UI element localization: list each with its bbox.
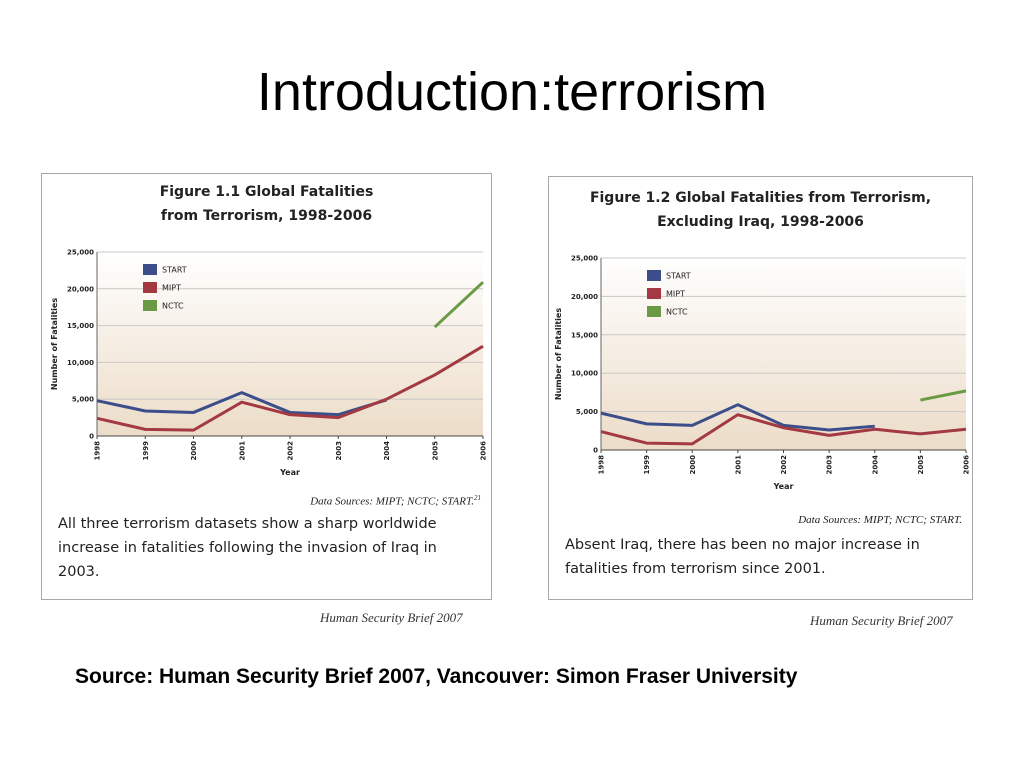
y-tick-label: 25,000 — [571, 255, 598, 263]
x-tick-label: 1998 — [598, 455, 606, 475]
x-tick-label: 2001 — [238, 441, 246, 461]
figure-2-title: Figure 1.2 Global Fatalities from Terror… — [549, 186, 972, 234]
source-citation: Source: Human Security Brief 2007, Vanco… — [75, 665, 798, 688]
legend-swatch-nctc — [647, 306, 661, 317]
figure-1-data-sources-text: Data Sources: MIPT; NCTC; START. — [310, 495, 474, 508]
figure-1-footnote: 21 — [474, 494, 481, 502]
figure-2-title-line2: Excluding Iraq, 1998-2006 — [657, 214, 864, 230]
y-tick-label: 15,000 — [571, 331, 598, 339]
x-tick-label: 2006 — [963, 455, 971, 475]
y-tick-label: 0 — [593, 447, 598, 455]
legend-swatch-start — [143, 264, 157, 275]
x-tick-label: 2000 — [190, 441, 198, 461]
figure-1-title-line1: Figure 1.1 Global Fatalities — [159, 184, 374, 200]
legend-label-nctc: NCTC — [162, 302, 184, 311]
x-tick-label: 2004 — [871, 455, 879, 475]
y-tick-label: 10,000 — [571, 370, 598, 378]
x-tick-label: 2006 — [480, 441, 488, 461]
y-tick-label: 15,000 — [67, 322, 94, 330]
legend-swatch-mipt — [647, 288, 661, 299]
figure-2-panel: Figure 1.2 Global Fatalities from Terror… — [548, 176, 973, 600]
legend-label-start: START — [666, 272, 691, 281]
x-tick-label: 2005 — [431, 441, 439, 461]
x-tick-label: 2001 — [734, 455, 742, 475]
figure-2-title-line1: Figure 1.2 Global Fatalities from Terror… — [589, 190, 932, 206]
y-tick-label: 5,000 — [72, 396, 94, 404]
figure-1-data-sources: Data Sources: MIPT; NCTC; START.21 — [310, 494, 481, 508]
legend-swatch-mipt — [143, 282, 157, 293]
y-tick-label: 0 — [89, 433, 94, 441]
plot-area — [601, 258, 966, 450]
legend-label-nctc: NCTC — [666, 308, 688, 317]
x-tick-label: 1999 — [643, 455, 651, 475]
figure-1-credit: Human Security Brief 2007 — [320, 610, 463, 625]
x-tick-label: 2000 — [689, 455, 697, 475]
figure-2-chart: 0 5,000 10,000 15,000 20,000 25,000 1998 1999 20… — [554, 255, 971, 492]
x-tick-label: 2003 — [826, 455, 834, 475]
x-axis-label: Year — [279, 468, 300, 477]
figure-2-caption: Absent Iraq, there has been no major inc… — [565, 537, 920, 577]
x-tick-label: 2004 — [383, 441, 391, 461]
figure-2-data-sources: Data Sources: MIPT; NCTC; START. — [798, 514, 962, 526]
figure-1-chart: 0 5,000 10,000 15,000 20,000 25,000 1998 1999 20… — [50, 249, 488, 478]
y-tick-label: 20,000 — [67, 285, 94, 293]
slide-title: Introduction:terrorism — [256, 62, 768, 122]
y-axis-label: Number of Fatalities — [50, 298, 59, 390]
x-tick-label: 2005 — [917, 455, 925, 475]
legend-swatch-nctc — [143, 300, 157, 311]
y-axis-label: Number of Fatalities — [554, 308, 563, 400]
y-tick-label: 5,000 — [576, 408, 598, 416]
legend-label-mipt: MIPT — [666, 290, 685, 299]
x-tick-label: 2003 — [335, 441, 343, 461]
legend-swatch-start — [647, 270, 661, 281]
series-line-nctc — [920, 389, 967, 402]
x-tick-label: 2002 — [780, 455, 788, 475]
x-tick-label: 1999 — [142, 441, 150, 461]
figure-1-panel: Figure 1.1 Global Fatalities from Terror… — [41, 173, 492, 600]
y-tick-label: 10,000 — [67, 359, 94, 367]
plot-area — [97, 252, 483, 436]
figure-2-credit: Human Security Brief 2007 — [810, 613, 953, 628]
x-axis-label: Year — [773, 482, 794, 491]
figure-1-title-line2: from Terrorism, 1998-2006 — [160, 208, 373, 224]
figure-1-title: Figure 1.1 Global Fatalities from Terror… — [42, 180, 491, 228]
figure-1-caption: All three terrorism datasets show a shar… — [58, 516, 437, 580]
y-tick-label: 20,000 — [571, 293, 598, 301]
legend-label-mipt: MIPT — [162, 284, 181, 293]
series-line-nctc — [433, 281, 485, 329]
y-tick-label: 25,000 — [67, 249, 94, 257]
x-tick-label: 2002 — [287, 441, 295, 461]
x-tick-label: 1998 — [94, 441, 102, 461]
legend-label-start: START — [162, 266, 187, 275]
